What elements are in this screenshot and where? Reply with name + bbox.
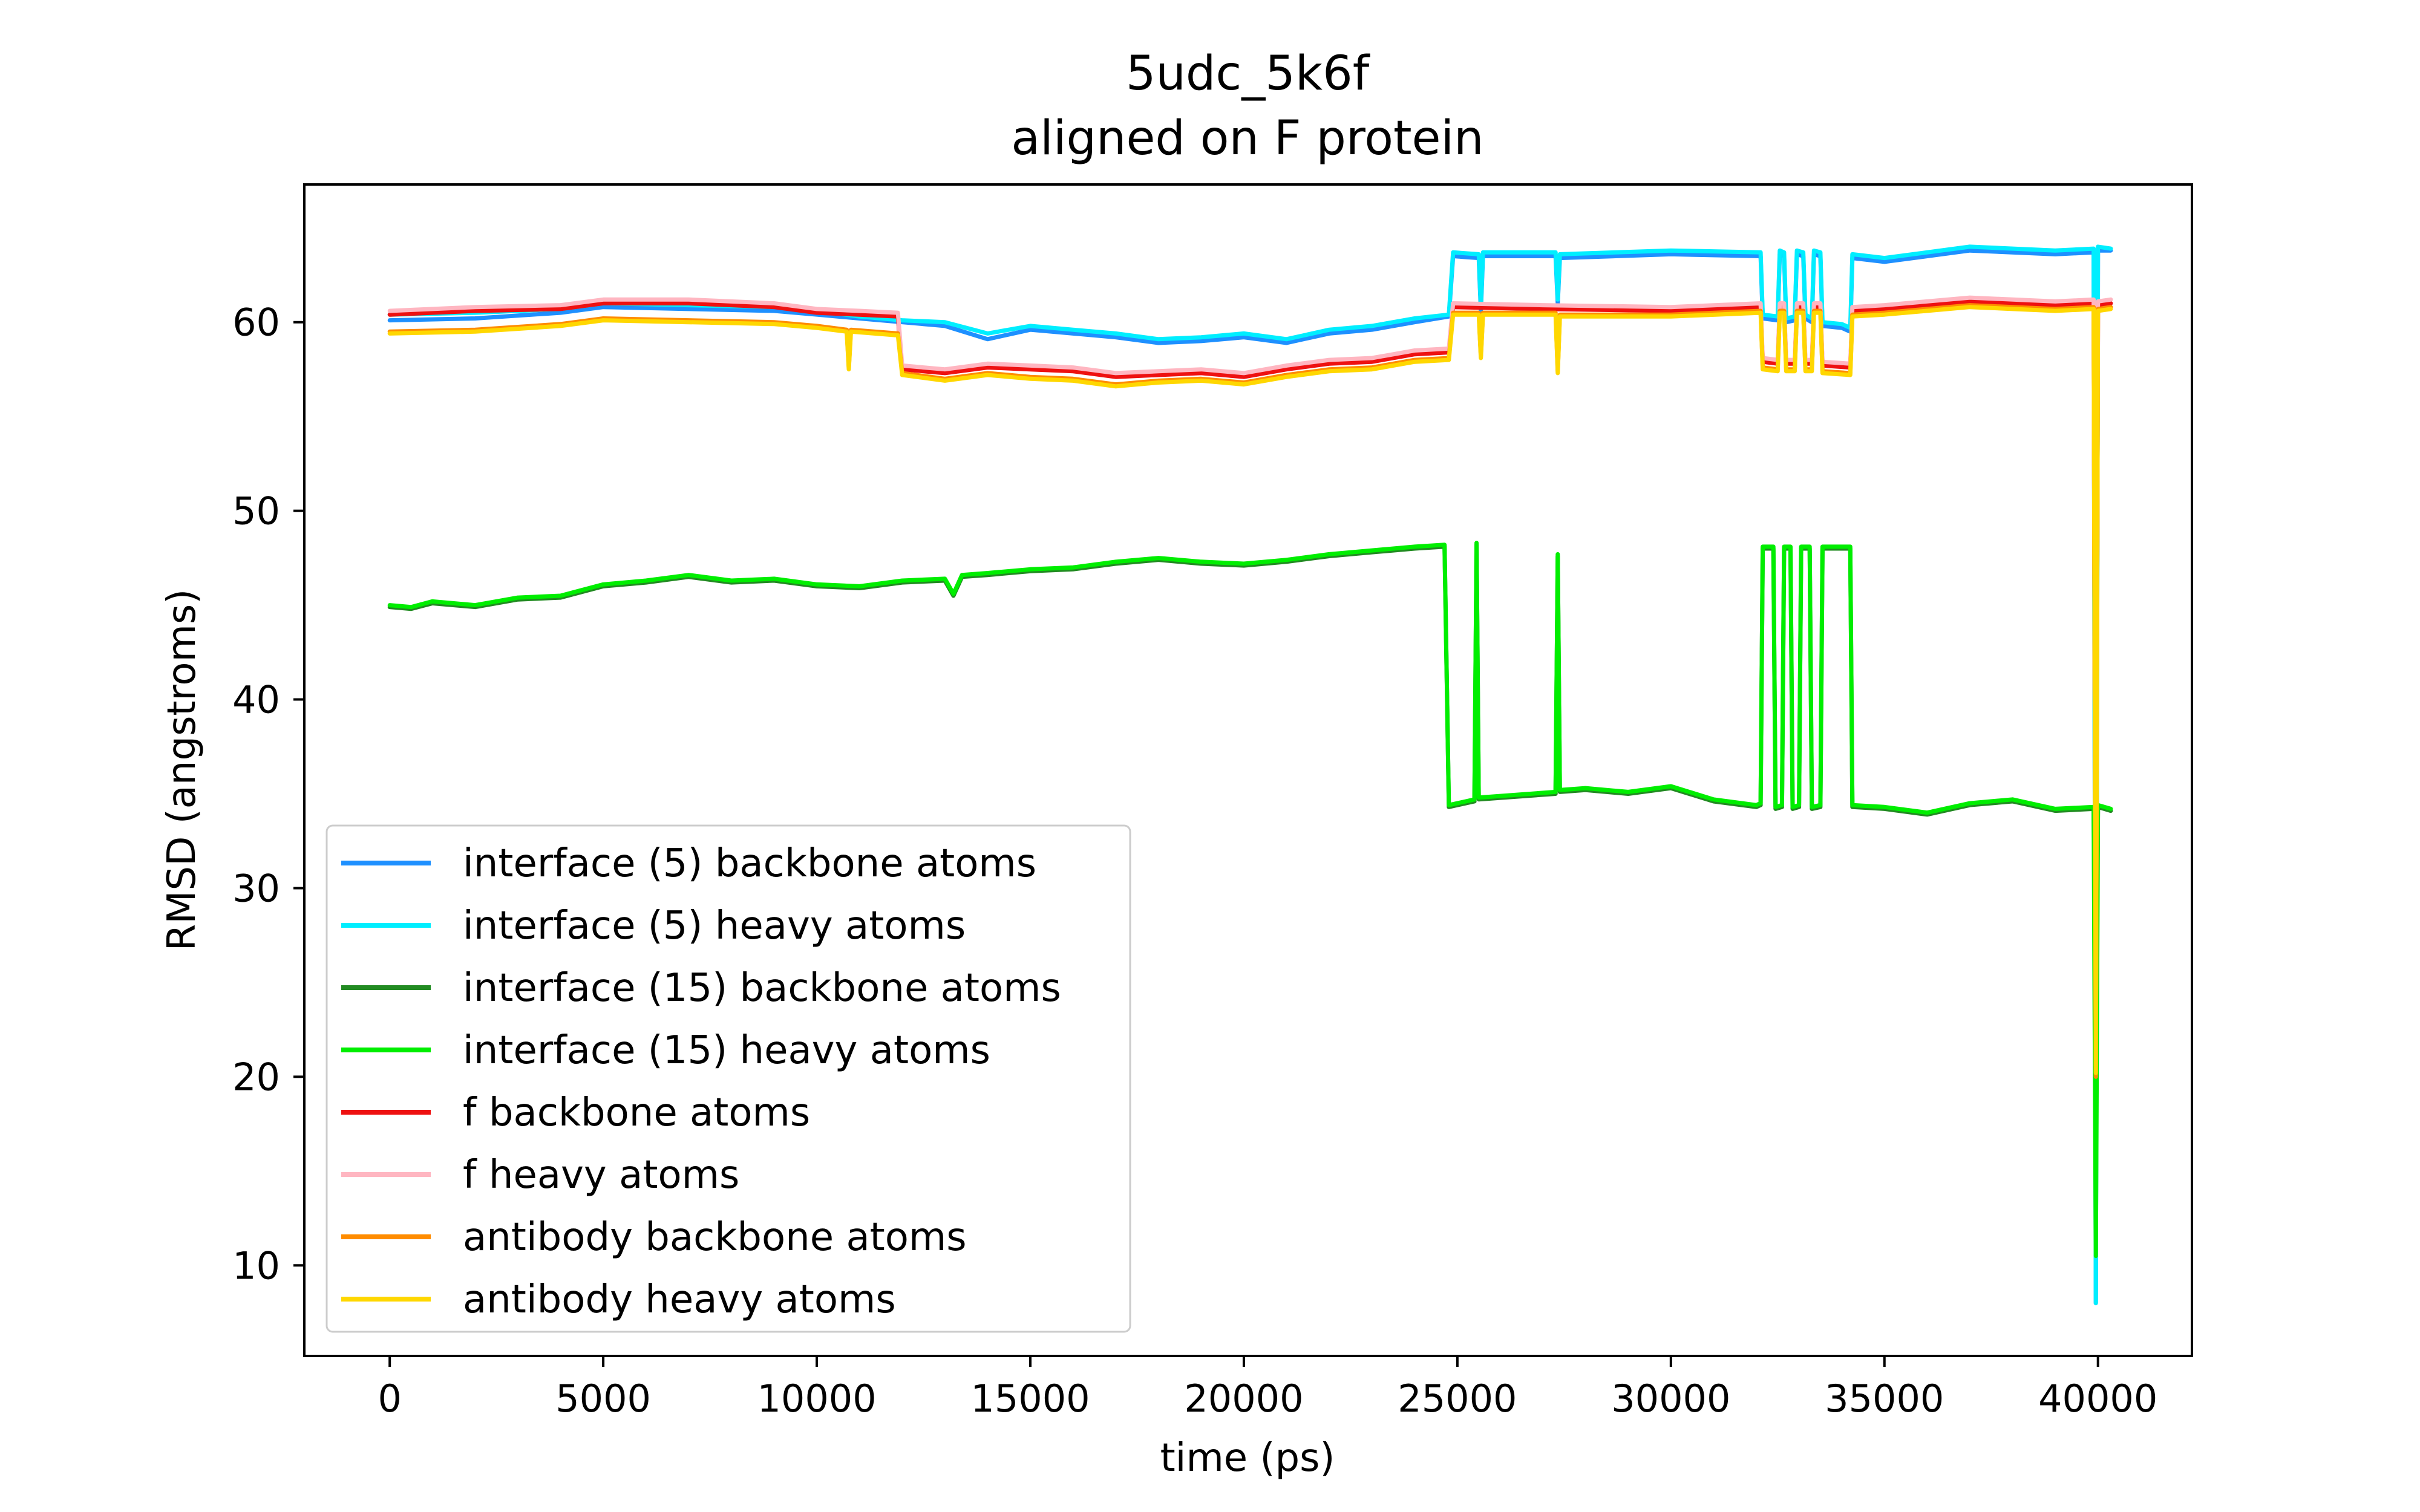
legend-label: antibody heavy atoms <box>463 1277 896 1322</box>
y-axis-ticks: 10 20 30 40 50 60 <box>232 301 304 1288</box>
x-tick-label: 35000 <box>1825 1377 1944 1421</box>
chart-subtitle: aligned on F protein <box>1011 111 1483 166</box>
legend-label: interface (15) heavy atoms <box>463 1028 990 1073</box>
y-tick-label: 60 <box>232 301 280 345</box>
x-axis-ticks: 0 5000 10000 15000 20000 25000 30000 35000 40000 <box>378 1356 2157 1421</box>
legend-label: f backbone atoms <box>463 1090 810 1135</box>
y-tick-label: 40 <box>232 678 280 722</box>
y-tick-label: 20 <box>232 1055 280 1099</box>
series-line-7 <box>387 305 2113 1075</box>
x-tick-label: 30000 <box>1611 1377 1730 1421</box>
chart-title: 5udc_5k6f <box>1126 47 1370 101</box>
y-tick-label: 10 <box>232 1243 280 1288</box>
legend-label: antibody backbone atoms <box>463 1215 967 1260</box>
legend-label: interface (5) backbone atoms <box>463 841 1036 886</box>
x-tick-label: 15000 <box>970 1377 1090 1421</box>
x-tick-label: 10000 <box>757 1377 876 1421</box>
series-line-1 <box>387 244 2113 1306</box>
legend-label: f heavy atoms <box>463 1153 739 1198</box>
series-line-3 <box>387 541 2113 1259</box>
legend-label: interface (15) backbone atoms <box>463 966 1061 1011</box>
x-tick-label: 5000 <box>555 1377 651 1421</box>
y-tick-label: 50 <box>232 489 280 533</box>
plot-frame <box>303 183 2193 1357</box>
series-layer <box>387 244 2113 1306</box>
x-tick-label: 0 <box>378 1377 401 1421</box>
x-tick-label: 20000 <box>1184 1377 1303 1421</box>
x-tick-label: 40000 <box>2038 1377 2157 1421</box>
y-axis-label: RMSD (angstroms) <box>160 589 204 951</box>
y-tick-label: 30 <box>232 866 280 910</box>
x-tick-label: 25000 <box>1398 1377 1517 1421</box>
legend-box <box>325 824 1131 1333</box>
x-axis-label: time (ps) <box>1160 1436 1335 1481</box>
legend-label: interface (5) heavy atoms <box>463 904 966 948</box>
legend: interface (5) backbone atoms interface (5… <box>325 824 1131 1333</box>
